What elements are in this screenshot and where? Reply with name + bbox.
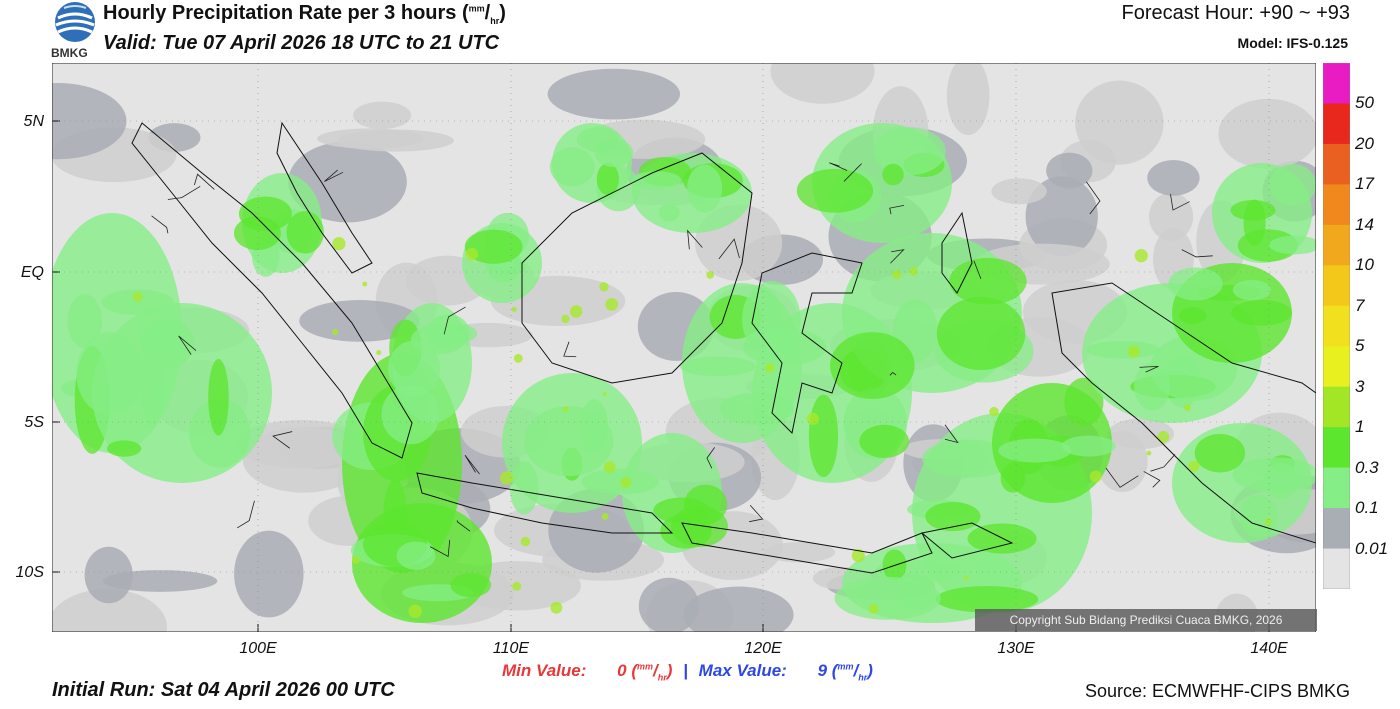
title-unit-num: mm xyxy=(468,3,485,14)
lat-label-5n: 5N xyxy=(23,113,44,130)
precipitation-field xyxy=(52,63,1316,632)
colorbar xyxy=(1323,63,1350,589)
colorbar-segment xyxy=(1323,265,1350,307)
min-unit-num: mm xyxy=(637,661,654,672)
data-source: Source: ECMWFHF-CIPS BMKG xyxy=(1084,681,1350,701)
borneo-outline xyxy=(521,152,753,384)
chart-title: Hourly Precipitation Rate per 3 hours (m… xyxy=(103,2,506,26)
lon-label-120e: 120E xyxy=(744,640,782,657)
colorbar-label: 5 xyxy=(1355,336,1365,356)
lon-label-100e: 100E xyxy=(239,640,277,657)
timor-outline xyxy=(920,522,1014,559)
halmahera-outline xyxy=(941,211,973,294)
copyright-notice: Copyright Sub Bidang Prediksi Cuaca BMKG… xyxy=(975,609,1317,631)
landmasses xyxy=(131,121,1316,574)
min-max-separator: | xyxy=(683,661,688,680)
min-unit-den: hr xyxy=(657,672,667,683)
max-value: 9 xyxy=(817,661,828,680)
lat-label-5s: 5S xyxy=(24,414,44,431)
malay-peninsula-outline xyxy=(276,121,373,274)
colorbar-segment xyxy=(1323,305,1350,347)
lesser-sunda-outline xyxy=(681,522,933,574)
max-unit-den: hr xyxy=(858,672,868,683)
sumatra-outline xyxy=(131,122,413,459)
colorbar-segment xyxy=(1323,224,1350,266)
lon-label-140e: 140E xyxy=(1250,640,1288,657)
colorbar-label: 14 xyxy=(1355,214,1374,234)
colorbar-label: 20 xyxy=(1355,133,1374,153)
colorbar-label: 1 xyxy=(1355,417,1365,437)
max-unit-num: mm xyxy=(837,661,854,672)
forecast-hour: Forecast Hour: +90 ~ +93 xyxy=(1121,2,1350,24)
min-max-values: Min Value: 0 (mm/hr) | Max Value: 9 (mm/… xyxy=(502,661,873,683)
min-label: Min Value: xyxy=(502,661,587,680)
valid-time: Valid: Tue 07 April 2026 18 UTC to 21 UT… xyxy=(103,32,500,54)
colorbar-label: 50 xyxy=(1355,93,1374,113)
model-name: Model: IFS-0.125 xyxy=(1237,35,1348,51)
initial-run: Initial Run: Sat 04 April 2026 00 UTC xyxy=(52,679,395,701)
colorbar-segment xyxy=(1323,143,1350,185)
lon-label-110e: 110E xyxy=(492,640,530,657)
bmkg-logo xyxy=(55,2,95,42)
colorbar-label: 0.01 xyxy=(1355,538,1389,558)
min-value: 0 xyxy=(617,661,627,680)
colorbar-label: 3 xyxy=(1355,376,1365,396)
colorbar-segment xyxy=(1323,346,1350,388)
colorbar-segment xyxy=(1323,548,1350,589)
colorbar-segment xyxy=(1323,103,1350,145)
colorbar-segment xyxy=(1323,427,1350,469)
lon-label-130e: 130E xyxy=(997,640,1035,657)
lat-label-eq: EQ xyxy=(20,264,44,281)
colorbar-label: 0.1 xyxy=(1355,498,1379,518)
colorbar-segment xyxy=(1323,184,1350,226)
colorbar-segment xyxy=(1323,386,1350,428)
java-outline xyxy=(416,472,674,534)
logo-text: BMKG xyxy=(51,46,88,60)
sulawesi-outline xyxy=(751,252,863,435)
colorbar-label: 17 xyxy=(1355,174,1374,194)
max-label: Max Value: xyxy=(698,661,787,680)
title-main: Hourly Precipitation Rate per 3 hours ( xyxy=(103,2,469,24)
title-unit-den: hr xyxy=(490,16,500,26)
colorbar-label: 7 xyxy=(1355,295,1365,315)
lat-label-10s: 10S xyxy=(15,564,44,581)
title-close: ) xyxy=(499,2,506,24)
colorbar-segment xyxy=(1323,63,1350,104)
colorbar-segment xyxy=(1323,508,1350,550)
colorbar-label: 0.3 xyxy=(1355,457,1379,477)
colorbar-label: 10 xyxy=(1355,255,1374,275)
new-guinea-outline xyxy=(1051,282,1316,544)
precipitation-map xyxy=(52,63,1316,632)
dotted-grid xyxy=(52,63,1316,632)
colorbar-segment xyxy=(1323,467,1350,509)
